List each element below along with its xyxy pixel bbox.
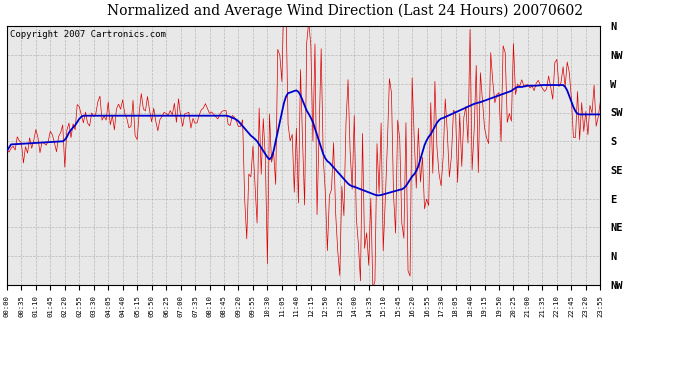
Text: Copyright 2007 Cartronics.com: Copyright 2007 Cartronics.com [10, 30, 166, 39]
Text: Normalized and Average Wind Direction (Last 24 Hours) 20070602: Normalized and Average Wind Direction (L… [107, 4, 583, 18]
